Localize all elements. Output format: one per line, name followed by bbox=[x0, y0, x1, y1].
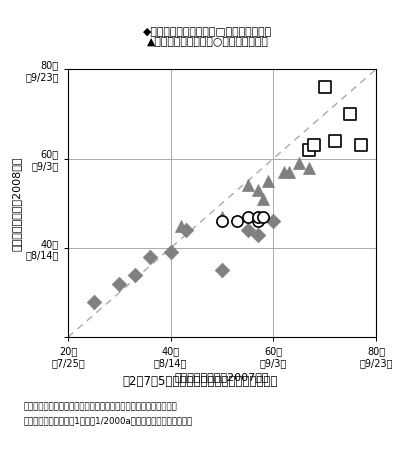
Point bbox=[306, 146, 312, 153]
Text: ▲：マメアサガオ、　○：マルバルコウ: ▲：マメアサガオ、 ○：マルバルコウ bbox=[147, 37, 269, 48]
Point bbox=[183, 226, 189, 234]
Point bbox=[255, 218, 261, 225]
Point bbox=[265, 177, 271, 185]
Point bbox=[358, 141, 364, 149]
Point bbox=[219, 218, 225, 225]
Point bbox=[244, 226, 251, 234]
Point bbox=[286, 168, 292, 176]
Point bbox=[306, 164, 312, 171]
Text: 含む）。各系統につき1個体を1/2000aワグネールポットで栽培。: 含む）。各系統につき1個体を1/2000aワグネールポットで栽培。 bbox=[24, 417, 193, 426]
Point bbox=[255, 213, 261, 220]
Point bbox=[296, 159, 302, 167]
Text: 図2　7月5日に播種した場合の開花日まで日数: 図2 7月5日に播種した場合の開花日まで日数 bbox=[122, 375, 278, 388]
Point bbox=[255, 186, 261, 194]
Point bbox=[270, 218, 276, 225]
Point bbox=[244, 182, 251, 189]
Text: ◆：アメリカアサガオ、□：ホシアサガオ: ◆：アメリカアサガオ、□：ホシアサガオ bbox=[144, 27, 272, 37]
Point bbox=[255, 231, 261, 238]
Y-axis label: 開花までの日数（2008年）: 開花までの日数（2008年） bbox=[11, 156, 21, 250]
Text: ・九州各地より収集した系統を使用（ホシアサガオは沖縄本土産を: ・九州各地より収集した系統を使用（ホシアサガオは沖縄本土産を bbox=[24, 402, 178, 411]
Point bbox=[234, 218, 241, 225]
Point bbox=[147, 253, 153, 261]
Point bbox=[116, 280, 122, 287]
X-axis label: 開花までの日数（2007年）: 開花までの日数（2007年） bbox=[175, 372, 269, 382]
Point bbox=[219, 267, 225, 274]
Point bbox=[280, 168, 287, 176]
Point bbox=[132, 271, 138, 279]
Point bbox=[260, 195, 266, 202]
Point bbox=[168, 249, 174, 256]
Point bbox=[178, 222, 184, 229]
Point bbox=[244, 213, 251, 220]
Point bbox=[347, 110, 354, 118]
Point bbox=[90, 298, 97, 305]
Point bbox=[311, 141, 318, 149]
Point bbox=[322, 84, 328, 91]
Point bbox=[332, 137, 338, 145]
Point bbox=[219, 213, 225, 220]
Point bbox=[260, 213, 266, 220]
